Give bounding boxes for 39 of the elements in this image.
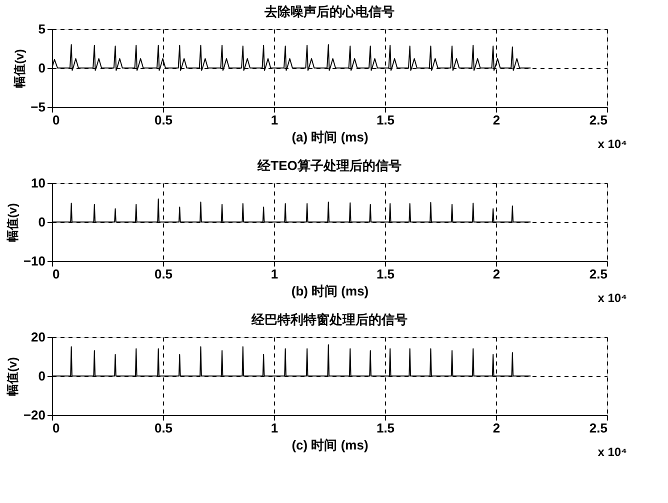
x-tick-label: 0 <box>52 266 60 282</box>
x-tick-label: 1 <box>270 266 278 282</box>
x-tick-label: 2 <box>492 420 500 436</box>
x-tick-label: 1 <box>270 420 278 436</box>
y-tick-label: −5 <box>30 100 46 114</box>
y-tick-label: 10 <box>31 176 46 190</box>
x-tick-label: 1 <box>270 112 278 128</box>
y-axis-title: 幅值(v) <box>5 203 20 242</box>
y-axis-title: 幅值(v) <box>12 49 27 88</box>
y-tick-label: −10 <box>23 254 46 268</box>
y-tick-label: 0 <box>38 368 46 384</box>
y-tick-label: 0 <box>38 60 46 76</box>
x-axis-title: (c) 时间 (ms) <box>292 438 368 452</box>
x-tick-label: 0 <box>52 420 60 436</box>
chart-title: 经TEO算子处理后的信号 <box>256 158 402 173</box>
y-tick-label: −20 <box>23 408 46 422</box>
y-tick-label: 0 <box>38 214 46 230</box>
chart-title: 去除噪声后的心电信号 <box>264 4 394 19</box>
x-tick-label: 1.5 <box>376 266 395 282</box>
text: x 10⁴ <box>598 137 628 151</box>
x-tick-label: 0.5 <box>154 420 173 436</box>
x-axis-title: (a) 时间 (ms) <box>292 130 368 144</box>
text: x 10⁴ <box>598 445 628 459</box>
y-axis-title: 幅值(v) <box>5 357 20 396</box>
x-tick-label: 0.5 <box>154 112 173 128</box>
chart-title: 经巴特利特窗处理后的信号 <box>250 312 408 327</box>
x-tick-label: 2 <box>492 112 500 128</box>
y-tick-label: 20 <box>31 330 46 344</box>
x-tick-label: 1.5 <box>376 112 395 128</box>
y-tick-label: 5 <box>38 22 46 36</box>
text: x 10⁴ <box>598 291 628 305</box>
x-axis-title: (b) 时间 (ms) <box>291 284 369 298</box>
x-tick-label: 1.5 <box>376 420 395 436</box>
x-tick-label: 2.5 <box>589 266 608 282</box>
x-tick-label: 2 <box>492 266 500 282</box>
x-tick-label: 0 <box>52 112 60 128</box>
x-tick-label: 2.5 <box>589 112 608 128</box>
x-tick-label: 0.5 <box>154 266 173 282</box>
x-tick-label: 2.5 <box>589 420 608 436</box>
